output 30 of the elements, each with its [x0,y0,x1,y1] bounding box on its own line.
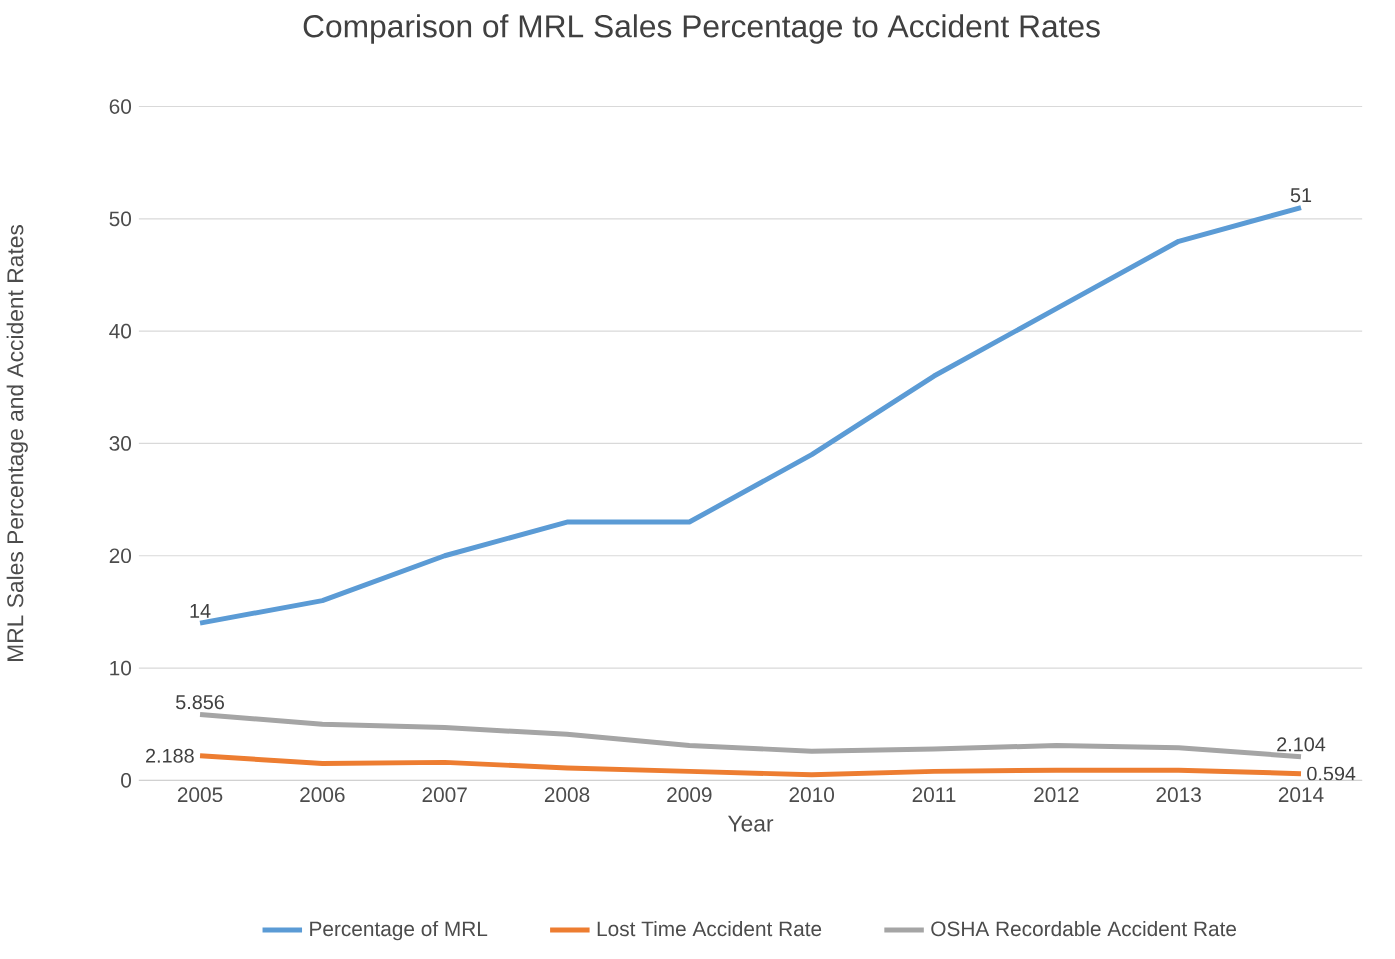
chart-title: Comparison of MRL Sales Percentage to Accident Rates [303,14,1100,45]
y-tick-label: 40 [109,324,132,339]
line-series [197,753,1304,778]
data-label: 51 [1290,188,1312,203]
x-tick-label: 2014 [1278,787,1324,803]
x-tick-label: 2005 [177,787,223,803]
y-tick-label: 30 [109,436,132,452]
x-tick-label: 2010 [789,787,835,803]
x-tick-label: 2012 [1034,787,1079,803]
data-label: 2.188 [146,749,194,764]
x-tick-label: 2009 [667,787,712,803]
x-axis-title: Year [727,815,774,832]
x-tick-label: 2011 [912,787,956,803]
data-label: 2.104 [1277,737,1326,752]
x-tick-label: 2006 [300,787,345,803]
y-tick-label: 20 [109,548,132,564]
x-tick-label: 2013 [1156,787,1201,803]
y-tick-label: 10 [110,660,132,676]
x-tick-label: 2008 [544,787,590,803]
y-tick-label: 0 [121,773,132,788]
y-tick-label: 60 [109,99,132,115]
x-tick-label: 2007 [422,787,467,803]
y-axis-title: MRL Sales Percentage and Accident Rates [6,225,28,662]
data-label: 0.594 [1307,766,1356,781]
legend-label: Lost Time Accident Rate [597,921,822,937]
y-tick-label: 50 [109,211,132,227]
legend-label: Percentage of MRL [310,921,488,941]
legend-label: OSHA Recordable Accident Rate [931,921,1237,937]
data-label: 14 [190,604,211,618]
data-label: 5.856 [176,695,224,710]
